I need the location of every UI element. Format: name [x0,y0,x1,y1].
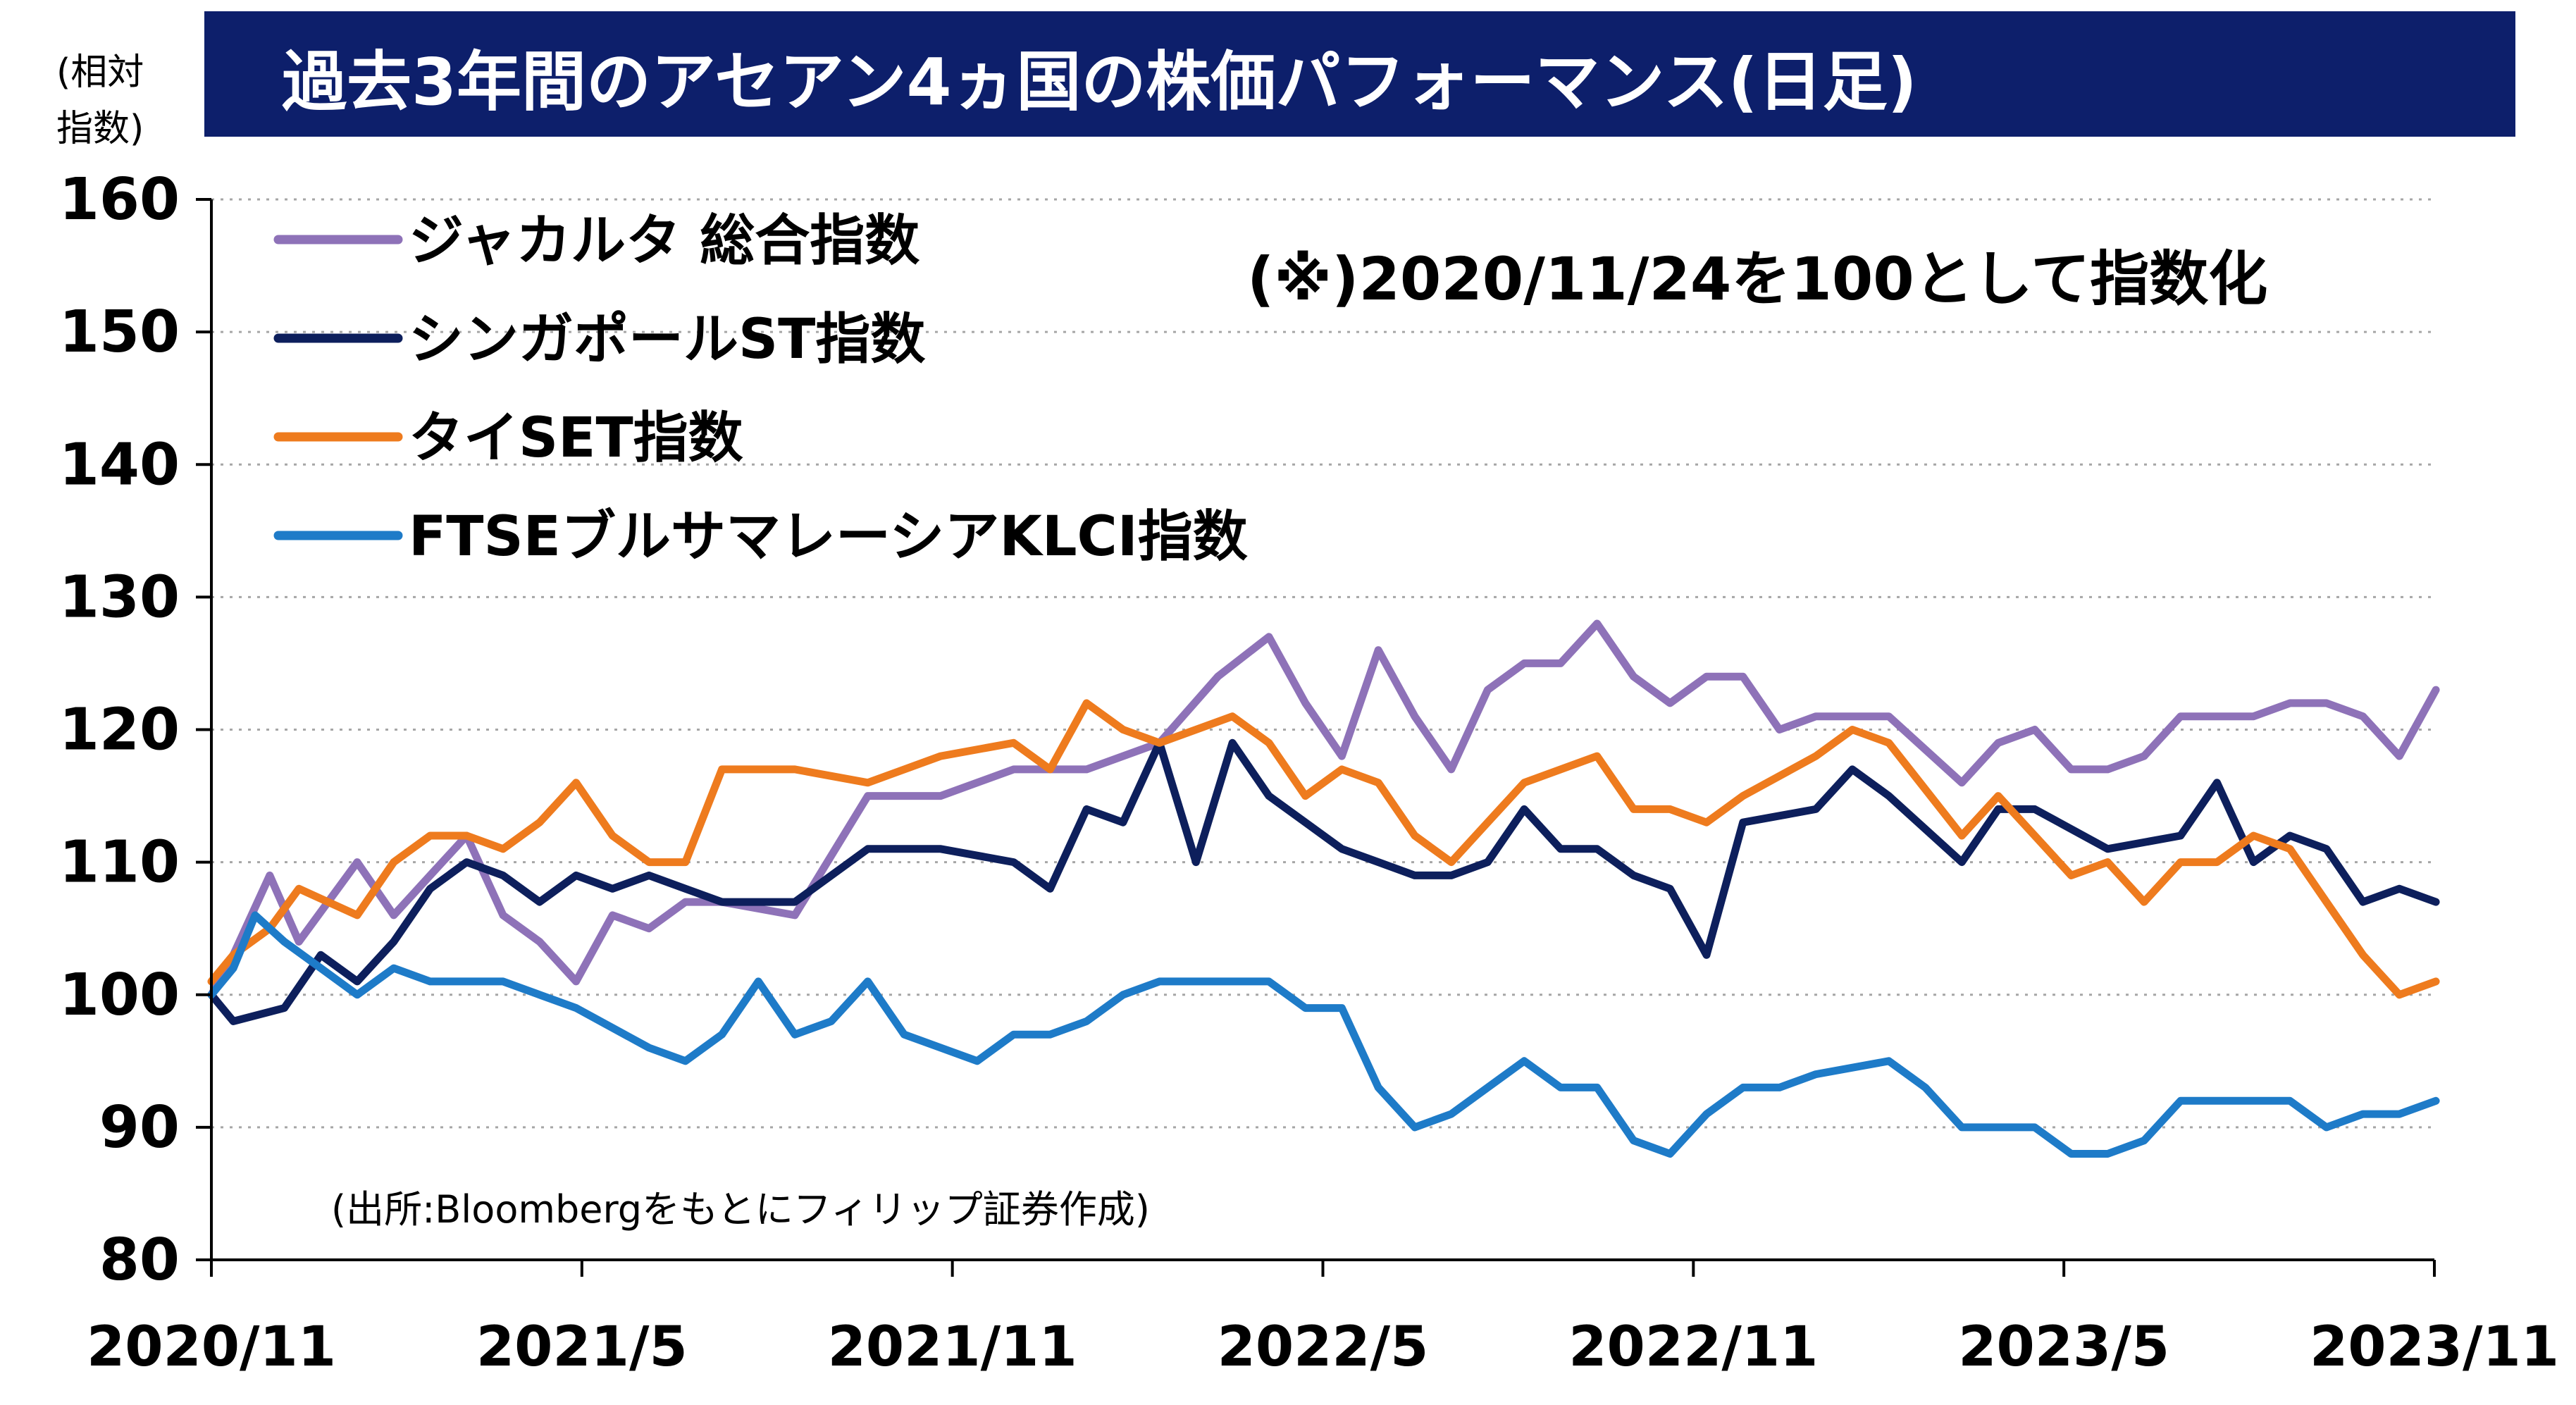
y-unit-line-2: 指数) [56,108,144,150]
x-tick-labels: 2020/11 2021/5 2021/11 2022/5 2022/11 2023/5 2… [87,1316,2559,1379]
chart-title: 過去3年間のアセアン4ヵ国の株価パフォーマンス(日足) [282,44,1917,120]
y-unit-line-1: (相対 [56,51,144,94]
series-line-1 [207,738,2440,1025]
y-tick-label: 160 [59,166,180,233]
x-tick-label: 2022/5 [1218,1316,1429,1379]
y-tick-label: 130 [59,564,180,631]
series-line-2 [207,699,2440,999]
legend-label-3: FTSEブルサマレーシアKLCI指数 [409,505,1248,569]
x-tick-label: 2022/11 [1568,1316,1818,1379]
x-tick-label: 2023/5 [1958,1316,2169,1379]
series-line-0 [207,619,2440,999]
x-tick-label: 2020/11 [87,1316,336,1379]
series-line-3 [207,911,2440,1158]
y-tick-label: 110 [59,829,180,896]
series-group [207,619,2440,1158]
source-note: (出所:Bloombergをもとにフィリップ証券作成) [331,1187,1150,1232]
y-tick-label: 80 [99,1227,180,1294]
legend-label-1: シンガポールST指数 [409,308,925,371]
axes [196,198,2436,1277]
y-tick-label: 100 [59,962,180,1029]
y-tick-label: 150 [59,299,180,366]
x-tick-label: 2021/5 [476,1316,688,1379]
legend-label-0: ジャカルタ 総合指数 [409,209,919,273]
x-tick-label: 2021/11 [828,1316,1077,1379]
y-tick-labels: 80 90 100 110 120 130 140 150 160 [59,166,180,1294]
y-tick-label: 120 [59,697,180,764]
legend-label-2: タイSET指数 [409,407,743,470]
x-tick-label: 2023/11 [2310,1316,2559,1379]
y-tick-label: 90 [99,1094,180,1161]
title-banner [204,11,2515,137]
y-tick-label: 140 [59,431,180,498]
index-note: (※)2020/11/24を100として指数化 [1247,245,2267,314]
